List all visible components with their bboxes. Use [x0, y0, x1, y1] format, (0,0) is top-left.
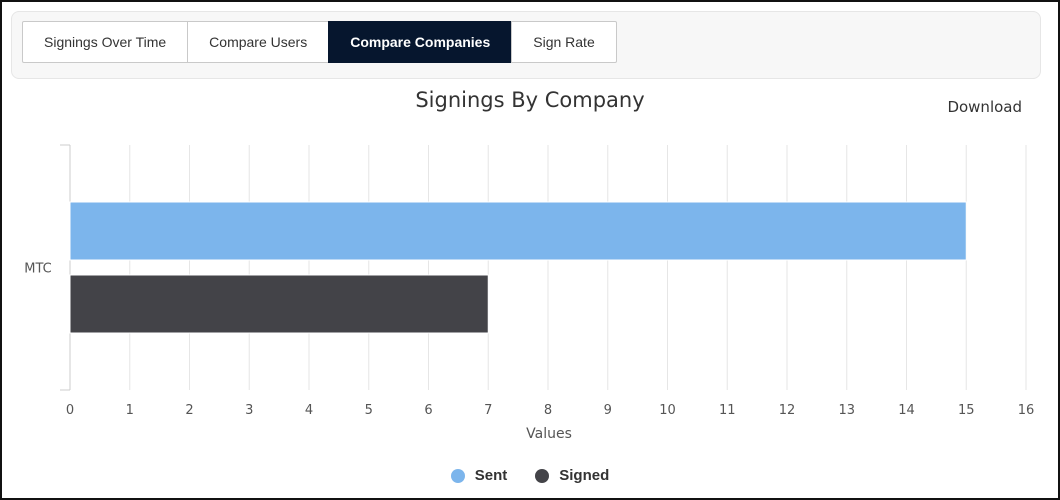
legend-label-signed: Signed: [559, 467, 610, 484]
category-labels: MTC: [24, 262, 51, 277]
tab-bar: Signings Over Time Compare Users Compare…: [11, 11, 1041, 79]
x-tick-label: 14: [898, 403, 915, 418]
tab-list: Signings Over Time Compare Users Compare…: [22, 21, 617, 63]
legend-label-sent: Sent: [474, 467, 508, 484]
x-tick-label: 1: [126, 403, 134, 418]
bar-signed: [69, 274, 489, 334]
download-link[interactable]: Download: [947, 98, 1022, 116]
category-label: MTC: [24, 262, 51, 277]
x-tick-label: 4: [305, 403, 313, 418]
x-tick-label: 13: [838, 403, 855, 418]
legend-swatch-signed: [535, 468, 550, 483]
x-tick-label: 12: [779, 403, 796, 418]
x-tick-label: 7: [484, 403, 492, 418]
tab-sign-rate[interactable]: Sign Rate: [511, 21, 617, 63]
x-tick-labels: 0 1 2 3 4 5 6 7 8 9 10 11 12 13 14 15 16: [66, 403, 1034, 418]
gridlines: [129, 145, 1027, 390]
bar-sent: [69, 201, 967, 261]
x-tick-label: 10: [659, 403, 676, 418]
x-tick-label: 0: [66, 403, 74, 418]
x-axis-label: Values: [526, 426, 572, 442]
bars: [69, 201, 967, 334]
legend: Sent Signed: [2, 467, 1058, 484]
chart-title: Signings By Company: [415, 88, 645, 112]
x-tick-label: 8: [544, 403, 552, 418]
x-tick-label: 5: [365, 403, 373, 418]
x-tick-label: 2: [185, 403, 193, 418]
x-tick-label: 11: [719, 403, 736, 418]
x-tick-label: 6: [424, 403, 432, 418]
x-tick-label: 9: [604, 403, 612, 418]
tab-signings-over-time[interactable]: Signings Over Time: [22, 21, 189, 63]
x-tick-label: 16: [1018, 403, 1035, 418]
x-tick-label: 15: [958, 403, 975, 418]
legend-item-sent[interactable]: Sent: [450, 467, 508, 484]
legend-item-signed[interactable]: Signed: [535, 467, 609, 484]
tab-compare-companies[interactable]: Compare Companies: [328, 21, 513, 63]
axes: [60, 144, 71, 391]
x-tick-label: 3: [245, 403, 253, 418]
legend-swatch-sent: [450, 468, 465, 483]
